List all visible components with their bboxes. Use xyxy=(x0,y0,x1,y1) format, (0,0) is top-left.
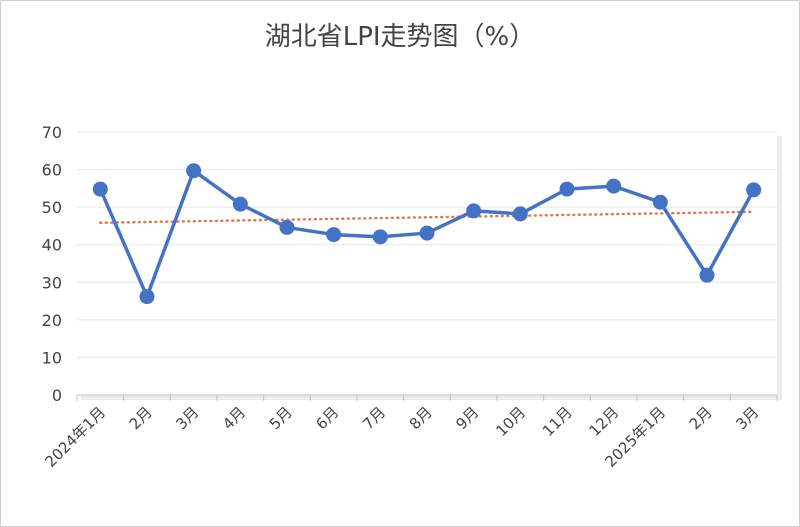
x-tick-label: 4月 xyxy=(219,403,249,433)
x-tick-label: 2024年1月 xyxy=(41,403,109,471)
x-tick-label: 12月 xyxy=(586,403,623,440)
data-point xyxy=(186,163,202,179)
data-point xyxy=(139,289,155,305)
x-tick-label: 10月 xyxy=(492,403,529,440)
y-tick-label: 20 xyxy=(42,311,62,330)
x-tick-label: 3月 xyxy=(172,403,202,433)
x-tick-label: 3月 xyxy=(732,403,762,433)
y-tick-label: 10 xyxy=(42,348,62,367)
data-point xyxy=(326,227,342,243)
data-point xyxy=(652,194,668,210)
trendline xyxy=(99,210,755,225)
x-tick-label: 6月 xyxy=(312,403,342,433)
x-tick-label: 2月 xyxy=(126,403,156,433)
chart-title: 湖北省LPI走势图（%） xyxy=(264,22,536,52)
plot-shadow-right xyxy=(777,136,782,399)
data-point xyxy=(419,225,435,241)
x-tick-label: 11月 xyxy=(539,403,576,440)
y-tick-label: 0 xyxy=(52,386,62,405)
data-point xyxy=(466,203,482,219)
x-tick-label: 7月 xyxy=(359,403,389,433)
data-point xyxy=(92,181,108,197)
data-point xyxy=(372,229,388,245)
plot-shadow-bottom xyxy=(81,395,782,400)
x-tick-label: 5月 xyxy=(266,403,296,433)
y-tick-label: 30 xyxy=(42,273,62,292)
y-tick-label: 60 xyxy=(42,161,62,180)
x-tick-label: 8月 xyxy=(406,403,436,433)
x-tick-label: 9月 xyxy=(452,403,482,433)
data-point xyxy=(746,182,762,198)
y-tick-label: 50 xyxy=(42,198,62,217)
data-point xyxy=(606,178,622,194)
data-point xyxy=(232,196,248,212)
data-point xyxy=(699,267,715,283)
data-point xyxy=(512,206,528,222)
data-point xyxy=(279,219,295,235)
y-tick-label: 40 xyxy=(42,236,62,255)
x-tick-label: 2月 xyxy=(686,403,716,433)
y-tick-label: 70 xyxy=(42,123,62,142)
data-point xyxy=(559,181,575,197)
